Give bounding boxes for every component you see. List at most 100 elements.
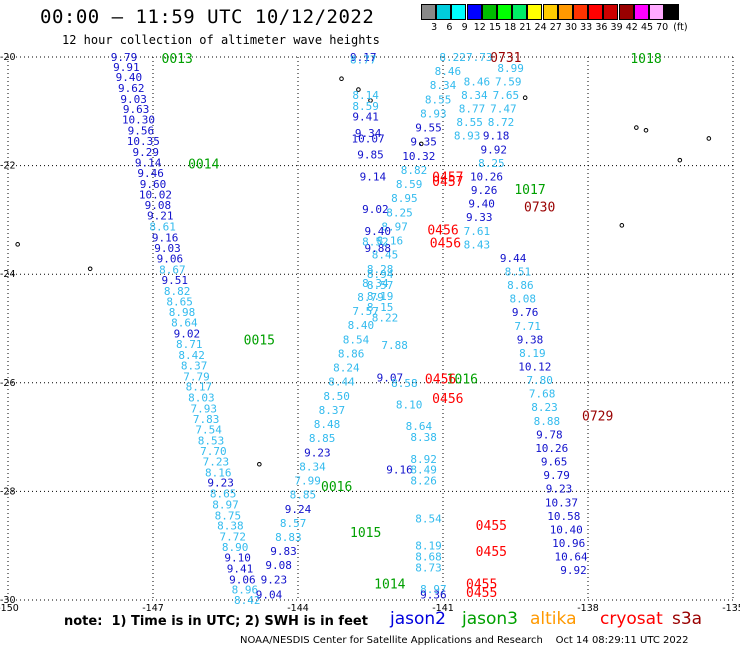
island-marker [677,157,683,163]
legend-tick-label: 9 [461,22,468,33]
swh-value-label: 7.57 [352,305,379,318]
swh-value-label: 8.46 [435,65,462,78]
swh-value-label: 8.08 [510,293,537,306]
swh-value-label: 8.25 [478,157,505,170]
swh-value-label: 8.85 [290,489,317,502]
legend-swatch [573,4,588,20]
island-marker [368,98,373,103]
time-label: 0015 [244,333,275,348]
legend-tick-label: 15 [488,22,502,33]
swh-value-label: 9.14 [135,156,162,169]
swh-value-label: 8.99 [497,62,524,75]
legend-swatch [542,4,558,20]
legend-tick-label: 18 [504,22,517,33]
time-label: 0729 [582,409,613,424]
swh-value-label: 9.04 [256,589,283,602]
swh-value-label: 8.26 [410,475,437,488]
swh-value-label: 8.15 [367,301,394,314]
swh-value-label: 8.19 [367,290,394,303]
swh-value-label: 9.10 [224,552,251,565]
swh-value-label: 10.07 [352,132,385,145]
swh-value-label: 8.50 [323,390,350,403]
swh-value-label: 8.42 [234,594,261,607]
legend-swatch [527,4,543,20]
swh-value-label: 7.88 [381,339,408,352]
lon-tick-label: -147 [142,603,164,614]
swh-value-label: 9.83 [270,545,297,558]
swh-value-label: 8.19 [415,540,442,553]
swh-value-label: 9.79 [543,469,570,482]
swh-value-label: 9.79 [111,51,138,64]
legend-swatch [421,4,436,20]
swh-value-label: 8.37 [319,404,346,417]
time-label: 0456 [425,372,456,387]
swh-value-label: 10.30 [122,113,155,126]
swh-value-label: 8.37 [181,359,208,372]
lat-tick-label: -30 [0,595,16,606]
swh-value-label: 8.43 [464,238,491,251]
time-label: 0457 [432,175,463,190]
swh-value-label: 9.63 [123,103,150,116]
legend-tick-label: 12 [473,22,486,33]
swh-value-label: 9.92 [481,143,508,156]
swh-value-label: 9.03 [120,93,147,106]
island-marker [522,95,528,101]
swh-value-label: 8.68 [415,551,442,564]
swh-value-label: 9.07 [377,371,404,384]
lon-tick-label: -150 [0,603,19,614]
swh-value-label: 9.65 [541,456,568,469]
lon-tick-label: -141 [432,603,454,614]
swh-value-label: 8.22 [439,51,466,64]
swh-value-label: 8.77 [350,54,377,67]
swh-value-label: 9.40 [468,198,495,211]
legend-swatch [512,4,528,20]
legend-tick-label: 21 [519,22,532,33]
swh-value-label: 8.55 [425,93,452,106]
swh-value-label: 8.92 [410,453,437,466]
swh-value-label: 8.59 [352,100,379,113]
swh-value-label: 10.35 [127,135,160,148]
lat-tick-label: -20 [0,52,16,63]
swh-value-label: 8.96 [232,584,259,597]
swh-value-label: 7.70 [200,445,227,458]
swh-value-label: 9.62 [118,82,145,95]
swh-value-label: 7.80 [526,374,553,387]
page-subtitle: 12 hour collection of altimeter wave hei… [62,33,380,47]
swh-value-label: 8.71 [176,338,203,351]
swh-value-label: 9.40 [365,225,392,238]
legend-swatch [481,4,497,20]
swh-value-label: 10.40 [550,523,583,536]
island-marker [418,141,424,147]
time-label: 0456 [427,224,458,239]
swh-value-label: 8.46 [464,75,491,88]
swh-value-label: 9.46 [137,167,164,180]
time-label: 0456 [432,392,463,407]
swh-value-label: 8.65 [166,295,193,308]
legend-tick-label: 33 [580,22,593,33]
legend-tick-label: 70 [656,22,669,33]
swh-value-label: 7.83 [193,413,220,426]
swh-value-label: 9.16 [152,231,179,244]
swh-value-label: 9.23 [207,477,234,490]
island-marker [643,128,649,133]
time-label: 0731 [490,51,521,66]
time-label: 1018 [630,52,661,67]
island-marker [87,266,93,272]
swh-value-label: 8.67 [159,263,186,276]
swh-value-label: 10.96 [552,537,585,550]
swh-value-label: 7.59 [495,75,522,88]
swh-value-label: 9.24 [285,503,312,516]
swh-value-label: 9.55 [415,122,442,135]
lat-tick-label: -26 [0,378,16,389]
swh-value-label: 8.25 [386,206,413,219]
swh-value-label: 7.99 [294,475,321,488]
swh-value-label: 8.64 [171,317,198,330]
swh-value-label: 8.88 [534,415,561,428]
swh-value-label: 8.34 [299,460,326,473]
swh-value-label: 8.59 [396,178,423,191]
swh-value-label: 9.17 [350,51,377,64]
legend-tick-label: 6 [446,22,453,33]
swh-value-label: 8.72 [488,116,515,129]
swh-value-label: 8.79 [357,291,384,304]
